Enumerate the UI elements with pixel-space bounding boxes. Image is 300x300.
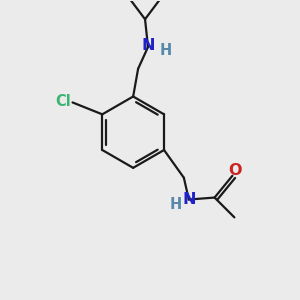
Text: N: N bbox=[141, 38, 155, 53]
Text: H: H bbox=[160, 44, 172, 59]
Text: N: N bbox=[182, 192, 196, 207]
Text: Cl: Cl bbox=[55, 94, 70, 109]
Text: H: H bbox=[170, 197, 182, 212]
Text: O: O bbox=[229, 163, 242, 178]
